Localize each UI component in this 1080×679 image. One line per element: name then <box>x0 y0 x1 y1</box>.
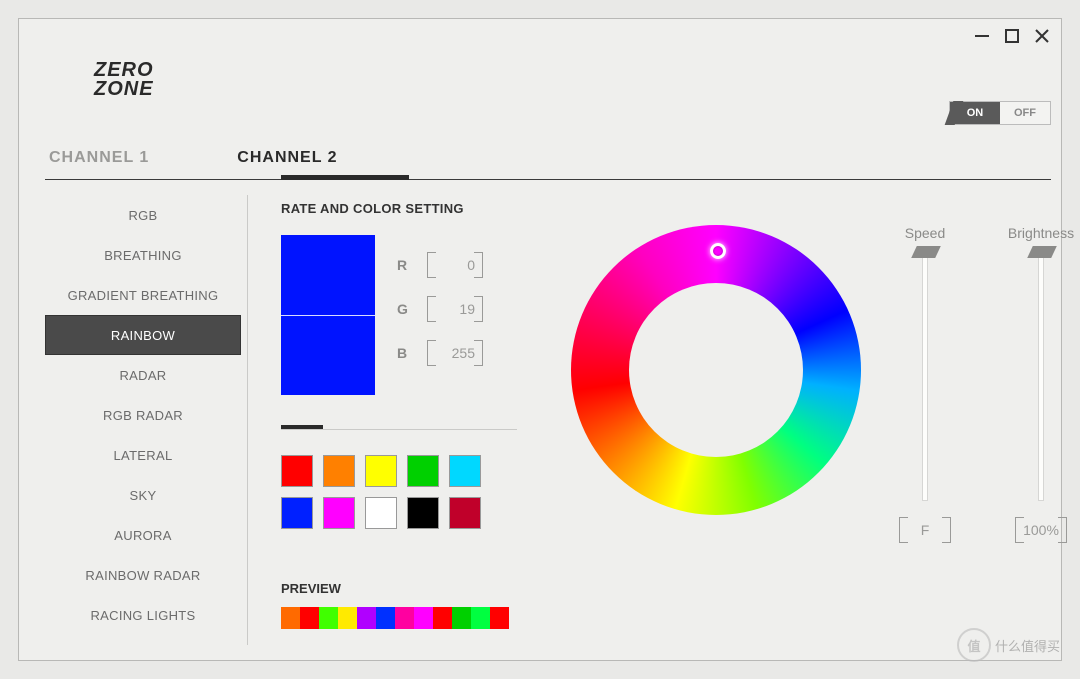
palette-swatch-9[interactable] <box>449 497 481 529</box>
preview-cell-5 <box>376 607 395 629</box>
sliders: Speed F Brightness 100% <box>889 225 1077 543</box>
rgb-readout: R 0 G 19 B 255 <box>397 243 483 375</box>
brightness-thumb[interactable] <box>1027 246 1057 258</box>
window-controls <box>973 27 1051 45</box>
logo-line2: ZONE <box>94 80 154 99</box>
app-window: ZERO ZONE ON OFF CHANNEL 1 CHANNEL 2 RGB… <box>18 18 1062 661</box>
sidebar-item-lateral[interactable]: LATERAL <box>45 435 241 475</box>
b-label: B <box>397 345 409 361</box>
effects-sidebar: RGB BREATHING GRADIENT BREATHING RAINBOW… <box>45 195 241 635</box>
sidebar-item-gradient-breathing[interactable]: GRADIENT BREATHING <box>45 275 241 315</box>
power-on[interactable]: ON <box>950 102 1000 124</box>
preview-cell-8 <box>433 607 452 629</box>
g-label: G <box>397 301 409 317</box>
palette-grid <box>281 455 517 529</box>
r-label: R <box>397 257 409 273</box>
preview-cell-9 <box>452 607 471 629</box>
preview-cell-3 <box>338 607 357 629</box>
sidebar-item-rainbow-radar[interactable]: RAINBOW RADAR <box>45 555 241 595</box>
sidebar-item-rgb[interactable]: RGB <box>45 195 241 235</box>
sidebar-item-racing-lights[interactable]: RACING LIGHTS <box>45 595 241 635</box>
preview-cell-2 <box>319 607 338 629</box>
brightness-label: Brightness <box>1008 225 1074 241</box>
sidebar-item-rgb-radar[interactable]: RGB RADAR <box>45 395 241 435</box>
preview-title: PREVIEW <box>281 581 341 596</box>
color-wheel[interactable] <box>571 225 861 515</box>
tab-active-marker <box>281 175 409 180</box>
preview-cell-7 <box>414 607 433 629</box>
watermark-text: 什么值得买 <box>995 636 1060 655</box>
preview-cell-0 <box>281 607 300 629</box>
sidebar-item-sky[interactable]: SKY <box>45 475 241 515</box>
power-off[interactable]: OFF <box>1000 102 1050 124</box>
brightness-slider: Brightness 100% <box>1005 225 1077 543</box>
speed-slider: Speed F <box>889 225 961 543</box>
color-wheel-handle[interactable] <box>710 243 726 259</box>
speed-label: Speed <box>905 225 945 241</box>
preview-cell-11 <box>490 607 509 629</box>
sidebar-item-breathing[interactable]: BREATHING <box>45 235 241 275</box>
maximize-icon[interactable] <box>1003 27 1021 45</box>
r-value[interactable]: 0 <box>427 252 483 278</box>
palette-swatch-4[interactable] <box>449 455 481 487</box>
palette-swatch-3[interactable] <box>407 455 439 487</box>
sidebar-item-radar[interactable]: RADAR <box>45 355 241 395</box>
main-panel: RATE AND COLOR SETTING R 0 G 19 B 255 PR… <box>281 201 1051 650</box>
color-wheel-ring[interactable] <box>571 225 861 515</box>
minimize-icon[interactable] <box>973 27 991 45</box>
palette-swatch-8[interactable] <box>407 497 439 529</box>
sidebar-item-rainbow[interactable]: RAINBOW <box>45 315 241 355</box>
channel-tabs: CHANNEL 1 CHANNEL 2 <box>45 149 1061 177</box>
power-toggle[interactable]: ON OFF <box>949 101 1051 125</box>
palette-swatch-7[interactable] <box>365 497 397 529</box>
watermark: 值 什么值得买 <box>957 624 1067 666</box>
tab-channel-2[interactable]: CHANNEL 2 <box>233 149 341 177</box>
preview-strip <box>281 607 509 629</box>
watermark-badge: 值 <box>957 628 991 662</box>
brand-logo: ZERO ZONE <box>94 61 154 99</box>
divider-thin <box>281 429 517 430</box>
g-value[interactable]: 19 <box>427 296 483 322</box>
palette-swatch-0[interactable] <box>281 455 313 487</box>
preview-cell-10 <box>471 607 490 629</box>
speed-track[interactable] <box>922 251 928 501</box>
palette-swatch-1[interactable] <box>323 455 355 487</box>
brightness-value: 100% <box>1015 517 1067 543</box>
preview-cell-1 <box>300 607 319 629</box>
swatch-split-line <box>281 315 375 316</box>
tab-channel-1[interactable]: CHANNEL 1 <box>45 149 153 177</box>
palette-swatch-2[interactable] <box>365 455 397 487</box>
speed-thumb[interactable] <box>911 246 941 258</box>
sidebar-divider <box>247 195 248 645</box>
tab-underline <box>45 179 1051 180</box>
palette-swatch-5[interactable] <box>281 497 313 529</box>
current-color-swatch[interactable] <box>281 235 375 395</box>
b-value[interactable]: 255 <box>427 340 483 366</box>
preview-cell-6 <box>395 607 414 629</box>
brightness-track[interactable] <box>1038 251 1044 501</box>
section-title: RATE AND COLOR SETTING <box>281 201 1051 216</box>
close-icon[interactable] <box>1033 27 1051 45</box>
speed-value: F <box>899 517 951 543</box>
preview-cell-4 <box>357 607 376 629</box>
palette-swatch-6[interactable] <box>323 497 355 529</box>
sidebar-item-aurora[interactable]: AURORA <box>45 515 241 555</box>
